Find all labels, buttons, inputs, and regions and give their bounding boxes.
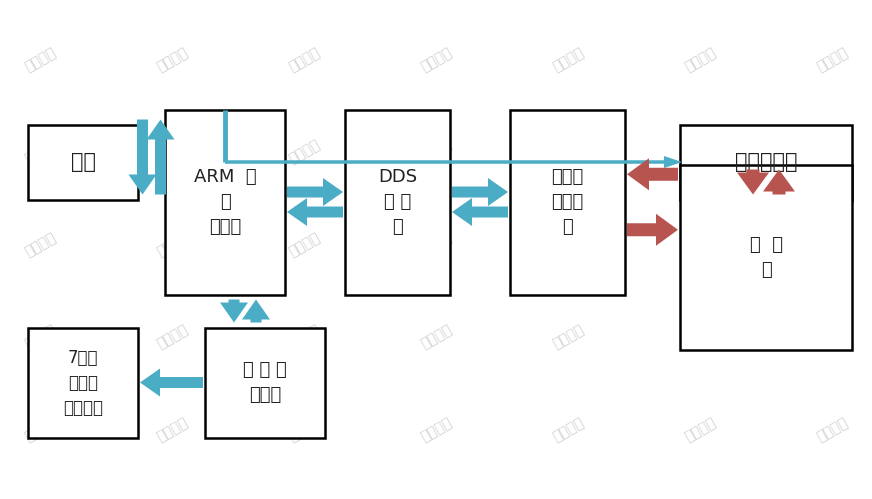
- Text: 微安电力: 微安电力: [550, 138, 586, 167]
- FancyArrow shape: [627, 158, 678, 190]
- Bar: [345, 109, 450, 294]
- Text: 微安电力: 微安电力: [22, 415, 58, 444]
- Bar: [205, 327, 325, 438]
- Bar: [680, 165, 852, 349]
- FancyArrow shape: [452, 198, 508, 226]
- Bar: [28, 125, 138, 200]
- Text: 电脑: 电脑: [71, 152, 96, 172]
- Text: 微安电力: 微安电力: [814, 230, 850, 259]
- Text: 微安电力: 微安电力: [286, 45, 322, 74]
- Text: 微安电力: 微安电力: [682, 415, 718, 444]
- FancyArrow shape: [220, 299, 248, 322]
- Text: 微安电力: 微安电力: [154, 138, 190, 167]
- Text: ARM  系
统
主控板: ARM 系 统 主控板: [194, 168, 256, 236]
- Text: 微安电力: 微安电力: [814, 415, 850, 444]
- Text: 被  校
表: 被 校 表: [750, 236, 782, 278]
- FancyArrow shape: [763, 170, 795, 195]
- Text: 微安电力: 微安电力: [814, 138, 850, 167]
- FancyArrow shape: [140, 368, 203, 397]
- Text: 微安电力: 微安电力: [682, 45, 718, 74]
- Bar: [165, 109, 285, 294]
- Text: 微安电力: 微安电力: [286, 415, 322, 444]
- Text: 三相标准表: 三相标准表: [735, 152, 797, 172]
- FancyArrow shape: [627, 214, 678, 246]
- Text: 微安电力: 微安电力: [814, 45, 850, 74]
- Text: 微安电力: 微安电力: [682, 138, 718, 167]
- FancyArrow shape: [146, 119, 174, 195]
- Text: 微安电力: 微安电力: [814, 322, 850, 351]
- Text: 微安电力: 微安电力: [418, 45, 454, 74]
- Text: 7英寸
彩色液
晶触摸屏: 7英寸 彩色液 晶触摸屏: [63, 348, 103, 417]
- Bar: [510, 109, 625, 294]
- Text: 微安电力: 微安电力: [286, 230, 322, 259]
- FancyArrow shape: [128, 119, 156, 195]
- Text: 误 差 处
理系统: 误 差 处 理系统: [243, 361, 287, 404]
- Text: 微安电力: 微安电力: [550, 415, 586, 444]
- FancyArrow shape: [452, 178, 508, 206]
- Text: 微安电力: 微安电力: [22, 230, 58, 259]
- Text: DDS
信 号
源: DDS 信 号 源: [378, 168, 417, 236]
- Text: 微安电力: 微安电力: [550, 230, 586, 259]
- Text: 微安电力: 微安电力: [154, 230, 190, 259]
- FancyArrow shape: [287, 198, 343, 226]
- Text: 微安电力: 微安电力: [550, 45, 586, 74]
- Text: 微安电力: 微安电力: [154, 45, 190, 74]
- Text: 微安电力: 微安电力: [418, 415, 454, 444]
- Text: 微安电力: 微安电力: [682, 230, 718, 259]
- Text: 微安电力: 微安电力: [22, 45, 58, 74]
- Text: 微安电力: 微安电力: [418, 138, 454, 167]
- Text: 微安电力: 微安电力: [286, 322, 322, 351]
- FancyArrow shape: [287, 178, 343, 206]
- Text: 微安电力: 微安电力: [154, 322, 190, 351]
- Text: 微安电力: 微安电力: [418, 230, 454, 259]
- Text: 微安电力: 微安电力: [682, 322, 718, 351]
- FancyArrow shape: [225, 156, 682, 168]
- Bar: [28, 327, 138, 438]
- FancyArrow shape: [737, 170, 769, 195]
- Text: 微安电力: 微安电力: [22, 138, 58, 167]
- Text: 微安电力: 微安电力: [286, 138, 322, 167]
- Text: 微安电力: 微安电力: [418, 322, 454, 351]
- Text: 三相功
率放大
器: 三相功 率放大 器: [551, 168, 583, 236]
- FancyArrow shape: [242, 299, 270, 322]
- Text: 微安电力: 微安电力: [154, 415, 190, 444]
- Text: 微安电力: 微安电力: [22, 322, 58, 351]
- Bar: [680, 125, 852, 200]
- Text: 微安电力: 微安电力: [550, 322, 586, 351]
